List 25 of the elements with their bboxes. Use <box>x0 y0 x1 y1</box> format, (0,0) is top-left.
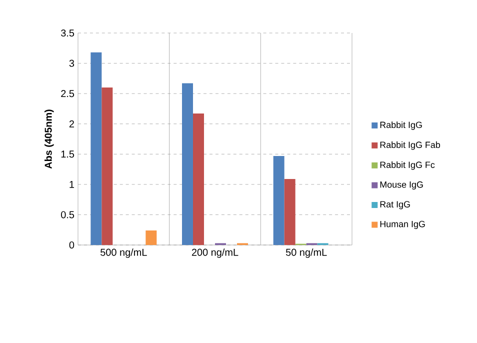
bar <box>182 83 193 245</box>
legend-label: Human IgG <box>380 220 425 229</box>
legend-label: Rabbit IgG Fc <box>380 161 435 170</box>
y-tick-label: 1.5 <box>61 150 74 158</box>
legend-label: Rat IgG <box>380 201 410 210</box>
y-tick-label: 3 <box>69 60 74 67</box>
y-tick-label: 3.5 <box>61 29 74 37</box>
bar <box>193 114 204 245</box>
x-tick-label: 50 ng/mL <box>286 248 327 258</box>
y-tick-label: 2.5 <box>61 90 74 98</box>
bar <box>273 156 284 245</box>
legend-label: Rabbit IgG <box>380 121 422 130</box>
bar <box>284 178 296 245</box>
bar <box>90 52 102 245</box>
x-tick-label: 200 ng/mL <box>192 248 238 258</box>
legend-label: Mouse IgG <box>380 181 423 190</box>
y-tick-label: 2 <box>69 120 74 128</box>
bar <box>146 230 157 245</box>
bar <box>102 88 113 245</box>
x-tick-label: 500 ng/mL <box>100 248 147 258</box>
legend-label: Rabbit IgG Fab <box>380 141 440 150</box>
y-axis-title: Abs (405nm) <box>44 110 54 169</box>
y-tick-label: 1 <box>70 180 74 188</box>
y-tick-label: 0 <box>69 241 74 249</box>
y-tick-label: 0.5 <box>61 211 74 218</box>
